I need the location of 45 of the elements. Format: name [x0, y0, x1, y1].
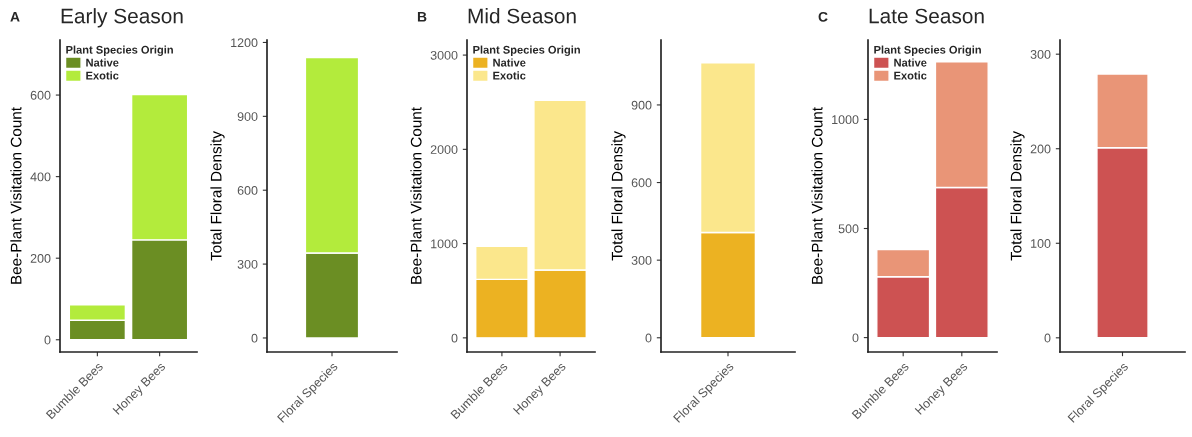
legend-title: Plant Species Origin: [874, 45, 981, 56]
y-tick-label: 1000: [431, 239, 458, 249]
legend-label: Native: [894, 58, 927, 67]
legend-label: Exotic: [894, 71, 927, 80]
y-tick-label: 900: [237, 112, 258, 121]
legend-label: Native: [493, 58, 526, 67]
y-tick-label: 300: [237, 259, 258, 269]
y-axis-title: Bee-Plant Visitation Count: [410, 107, 422, 284]
y-axis-title: Bee-Plant Visitation Count: [811, 107, 823, 284]
y-tick-label: 200: [1030, 144, 1051, 154]
y-tick-label: 600: [631, 178, 652, 188]
y-axis-title: Total Floral Density: [210, 131, 225, 261]
y-tick-label: 400: [30, 172, 51, 182]
y-tick-label: 100: [1031, 239, 1051, 248]
y-tick-label: 0: [451, 333, 458, 343]
y-tick-label: 1000: [832, 115, 859, 125]
y-tick-label: 0: [1044, 333, 1051, 343]
y-tick-label: 500: [838, 224, 859, 234]
legend-label: Exotic: [86, 71, 119, 80]
chart-title: Mid Season: [468, 8, 576, 24]
y-tick-label: 300: [631, 255, 652, 265]
legend-title: Plant Species Origin: [66, 45, 173, 56]
y-tick-label: 2000: [430, 145, 458, 154]
y-tick-label: 200: [30, 254, 51, 263]
y-tick-label: 600: [30, 90, 51, 100]
y-tick-label: 0: [44, 335, 51, 345]
y-axis-title: Total Floral Density: [1010, 131, 1025, 261]
chart-title: Early Season: [61, 8, 183, 28]
y-axis-title: Total Floral Density: [611, 131, 626, 261]
text: C: [818, 11, 828, 22]
text: A: [10, 12, 20, 22]
legend-label: Exotic: [493, 71, 526, 80]
y-tick-label: 0: [852, 333, 859, 343]
y-axis-title: Bee-Plant Visitation Count: [10, 107, 22, 284]
y-tick-label: 3000: [430, 50, 458, 60]
chart-title: Late Season: [869, 8, 984, 24]
y-tick-label: 600: [237, 186, 258, 195]
text: B: [417, 12, 427, 22]
y-tick-label: 300: [1030, 49, 1051, 59]
y-tick-label: 0: [251, 333, 258, 343]
y-tick-label: 1200: [231, 38, 258, 48]
legend-title: Plant Species Origin: [473, 45, 580, 56]
legend-label: Native: [86, 58, 119, 67]
y-tick-label: 0: [645, 333, 652, 343]
y-tick-label: 900: [631, 100, 652, 110]
